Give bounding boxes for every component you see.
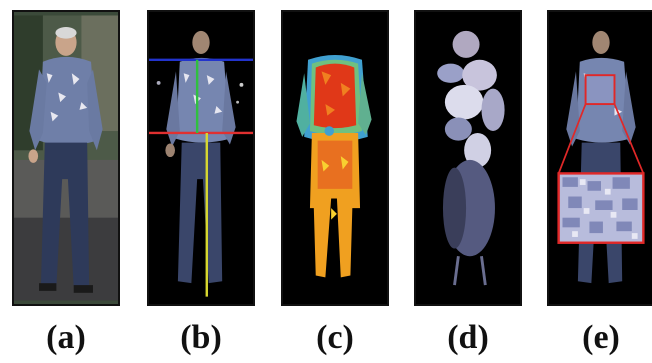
panel-a-label: (a): [46, 319, 86, 356]
panel-a-original-photo: [12, 10, 120, 306]
texture-zoom-view: [557, 30, 645, 284]
segmented-person: [149, 30, 253, 297]
panel-b-label: (b): [180, 319, 222, 356]
panel-d-region-segmentation: [414, 10, 522, 306]
panel-b-segmentation-lines: [147, 10, 255, 306]
panel-e-label: (e): [582, 319, 620, 356]
panel-d-label: (d): [447, 319, 489, 356]
pedestrian-photo: [14, 15, 118, 301]
saliency-heatmap: [296, 54, 372, 278]
region-segmentation: [437, 30, 505, 286]
panel-c-heatmap: [281, 10, 389, 306]
texture-sample-box: [584, 74, 616, 106]
panel-c-label: (c): [316, 319, 354, 356]
panel-e-texture-zoom: [547, 10, 652, 306]
